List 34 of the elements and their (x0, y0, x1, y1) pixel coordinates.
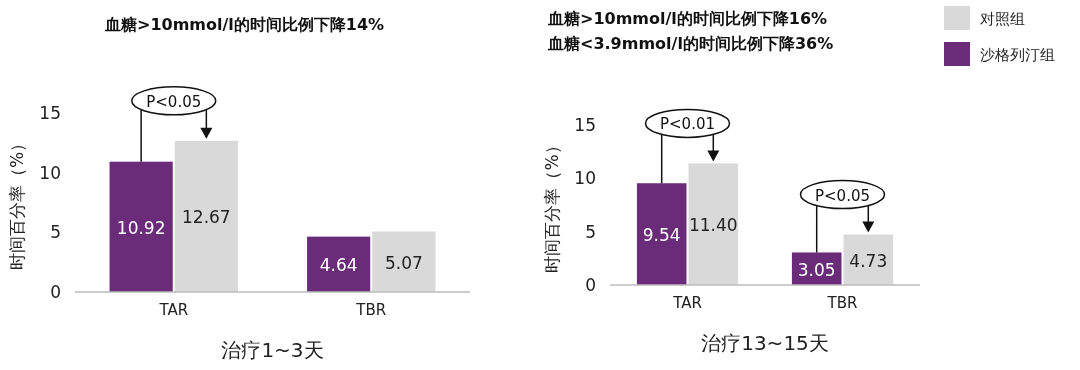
picture-significance-bracket: P<0.01 (644, 108, 731, 184)
y-tick-label: 5 (50, 222, 61, 243)
picture-significance-bracket: P<0.05 (799, 179, 886, 254)
y-axis-title: 时间百分率（%） (542, 137, 562, 273)
y-tick-label: 0 (585, 275, 596, 295)
legend-label: 沙格列汀组 (980, 46, 1055, 64)
x-axis-title: 治疗13~15天 (701, 331, 829, 355)
y-axis-title: 时间百分率（%） (7, 134, 27, 271)
chart-title: 血糖>10mmol/l的时间比例下降14% (104, 15, 385, 34)
y-tick-label: 5 (585, 221, 596, 242)
x-tick-label: TBR (355, 301, 387, 319)
annotation: P<0.05 (146, 92, 202, 111)
annotation: P<0.05 (814, 186, 871, 205)
legend-label: 对照组 (980, 10, 1025, 28)
data-label: 4.64 (319, 255, 358, 276)
y-tick-label: 0 (50, 282, 61, 302)
data-label: 10.92 (116, 217, 166, 238)
x-tick-label: TAR (672, 294, 702, 312)
data-label: 12.67 (182, 207, 231, 228)
x-tick-label: TBR (826, 294, 858, 312)
data-label: 11.40 (688, 215, 738, 236)
chart-subtitle: 血糖<3.9mmol/l的时间比例下降36% (547, 34, 834, 53)
data-label: 9.54 (642, 225, 681, 246)
picture-significance-bracket: P<0.05 (131, 86, 217, 163)
x-axis-title: 治疗1~3天 (221, 338, 324, 362)
y-tick-label: 10 (39, 162, 61, 183)
annotation: P<0.01 (659, 115, 716, 134)
data-label: 5.07 (384, 252, 423, 273)
y-tick-label: 15 (574, 115, 596, 135)
y-tick-label: 15 (39, 103, 61, 123)
x-tick-label: TAR (158, 301, 189, 319)
chart-title: 血糖>10mmol/l的时间比例下降16% (547, 9, 828, 28)
y-tick-label: 10 (574, 168, 596, 189)
data-label: 3.05 (797, 259, 836, 280)
